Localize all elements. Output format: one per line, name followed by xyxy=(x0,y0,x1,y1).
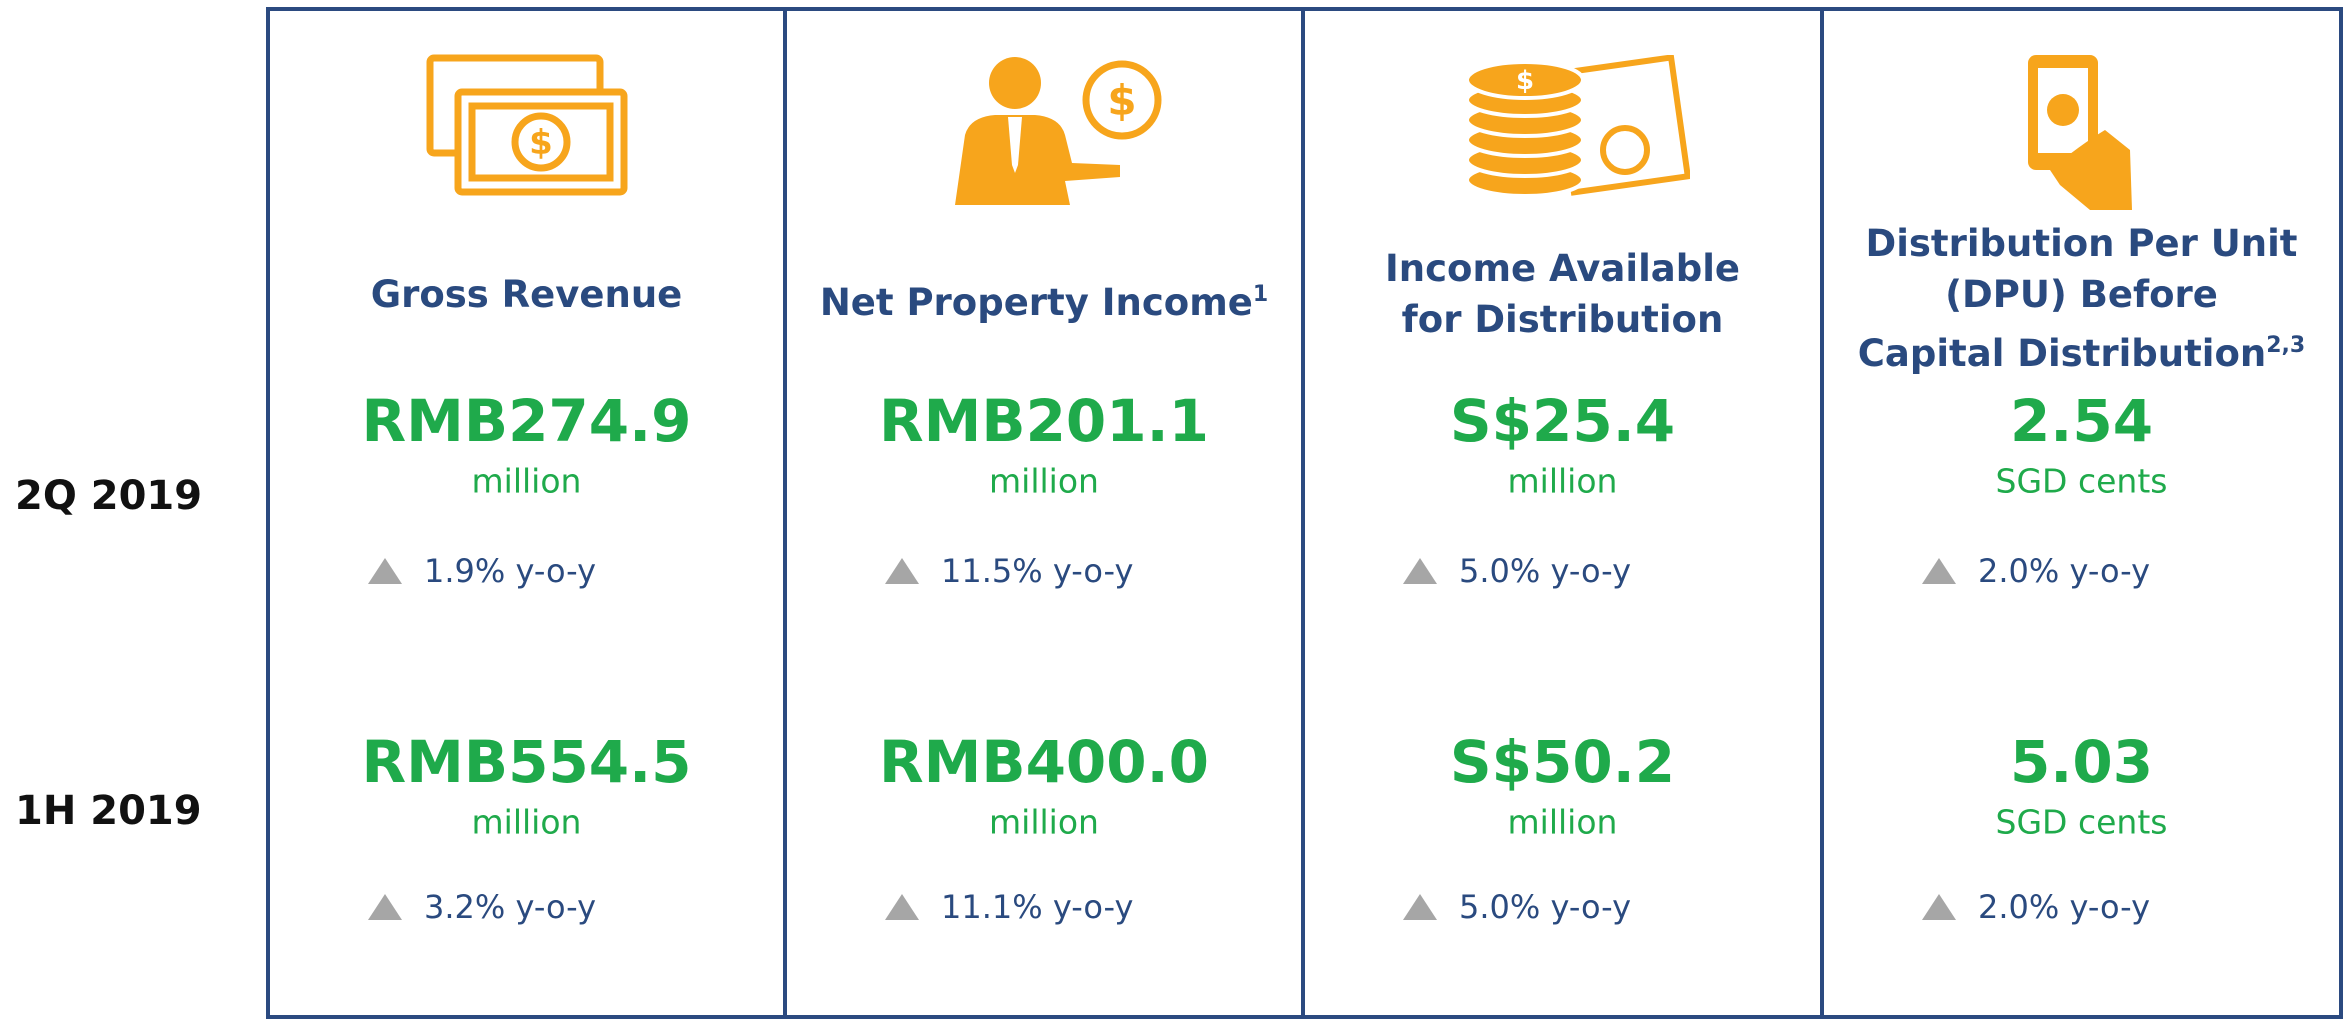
yoy-change: 5.0% y-o-y xyxy=(1459,888,1632,926)
icon-phone-hand xyxy=(2028,55,2132,210)
column-title: Income Available xyxy=(1301,243,1824,294)
title-text: Net Property Income xyxy=(819,280,1253,324)
metric-value: S$25.4 xyxy=(1449,387,1676,455)
icon-businessman: $ xyxy=(955,57,1162,205)
title-text: Income Available xyxy=(1385,247,1740,290)
yoy-change: 2.0% y-o-y xyxy=(1978,552,2151,590)
yoy-change: 5.0% y-o-y xyxy=(1459,552,1632,590)
yoy-change: 11.5% y-o-y xyxy=(941,552,1134,590)
metric-value: RMB400.0 xyxy=(878,728,1210,796)
title-text: Distribution Per Unit xyxy=(1865,221,2298,265)
column-title: for Distribution xyxy=(1301,294,1824,345)
column-title: Gross Revenue xyxy=(266,269,787,320)
column-title: Capital Distribution2,3 xyxy=(1820,320,2343,379)
title-text: (DPU) Before xyxy=(1945,272,2218,316)
column-title: Distribution Per Unit xyxy=(1820,218,2343,269)
yoy-change: 11.1% y-o-y xyxy=(941,888,1134,926)
yoy-change: 3.2% y-o-y xyxy=(424,888,597,926)
metric-value: RMB274.9 xyxy=(361,387,692,455)
up-arrow xyxy=(1922,558,1956,584)
column-title: (DPU) Before xyxy=(1820,269,2343,320)
up-arrow xyxy=(1922,894,1956,920)
column-box xyxy=(1820,7,2343,1019)
yoy-change: 1.9% y-o-y xyxy=(424,552,597,590)
title-text: for Distribution xyxy=(1401,298,1724,341)
metric-unit: million xyxy=(471,461,582,501)
icon-banknotes: $ xyxy=(426,54,628,196)
up-arrow xyxy=(368,558,402,584)
column-box xyxy=(1301,7,1824,1019)
metric-value: RMB201.1 xyxy=(878,387,1210,455)
metric-value: RMB554.5 xyxy=(361,728,692,796)
metric-unit: million xyxy=(989,802,1099,842)
title-text: Gross Revenue xyxy=(370,272,683,316)
metric-value: 5.03 xyxy=(2009,728,2154,796)
metric-unit: SGD cents xyxy=(1995,802,2168,842)
up-arrow xyxy=(885,894,919,920)
footnote-mark: 1 xyxy=(1252,281,1269,307)
row-label: 2Q 2019 xyxy=(15,473,203,519)
title-text: Capital Distribution xyxy=(1857,331,2267,375)
metric-unit: million xyxy=(989,461,1099,501)
metric-unit: million xyxy=(1507,461,1618,501)
column-title: Net Property Income1 xyxy=(783,269,1305,328)
svg-text:$: $ xyxy=(1516,66,1534,96)
metric-value: 2.54 xyxy=(2009,387,2154,455)
metric-unit: million xyxy=(1507,802,1618,842)
up-arrow xyxy=(885,558,919,584)
svg-text:$: $ xyxy=(1107,76,1136,125)
row-label: 1H 2019 xyxy=(15,788,202,834)
metric-unit: million xyxy=(471,802,582,842)
up-arrow xyxy=(1403,894,1437,920)
footnote-mark: 2,3 xyxy=(2266,332,2306,358)
metric-unit: SGD cents xyxy=(1995,461,2168,501)
column-box xyxy=(266,7,787,1019)
svg-text:$: $ xyxy=(529,123,553,163)
icon-coins: $ xyxy=(1465,55,1690,198)
yoy-change: 2.0% y-o-y xyxy=(1978,888,2151,926)
up-arrow xyxy=(368,894,402,920)
up-arrow xyxy=(1403,558,1437,584)
metric-value: S$50.2 xyxy=(1449,728,1676,796)
column-box xyxy=(783,7,1305,1019)
